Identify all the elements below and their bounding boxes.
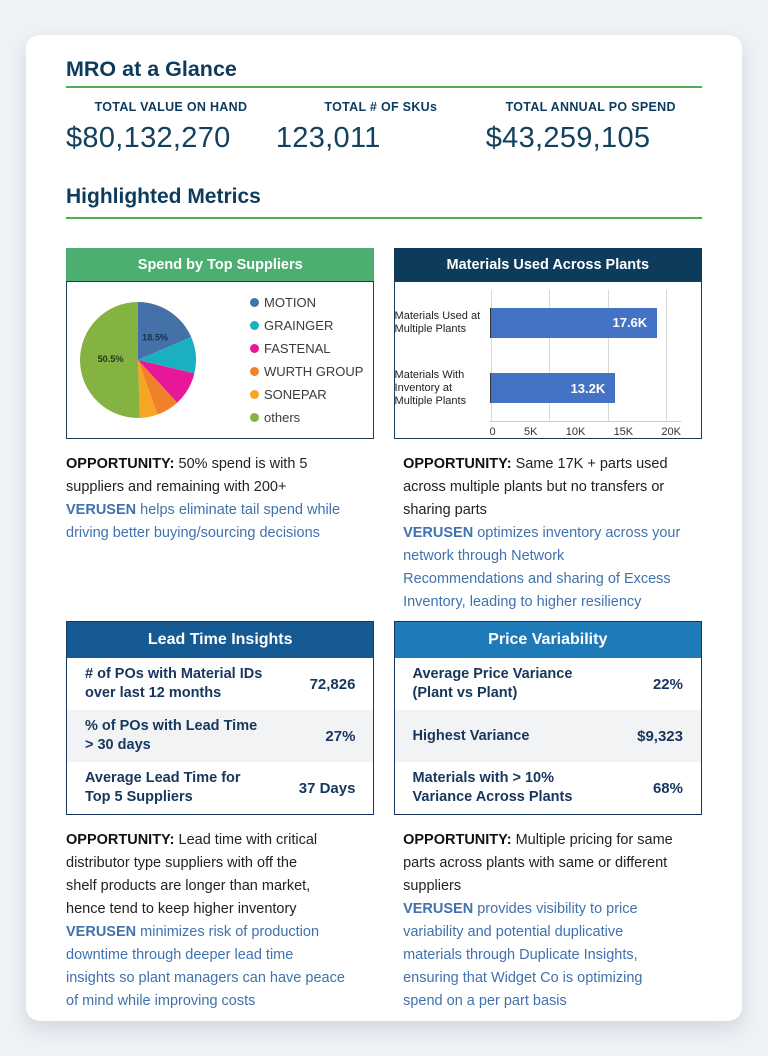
svg-text:18.5%: 18.5% — [142, 332, 168, 342]
svg-text:50.5%: 50.5% — [98, 354, 124, 364]
